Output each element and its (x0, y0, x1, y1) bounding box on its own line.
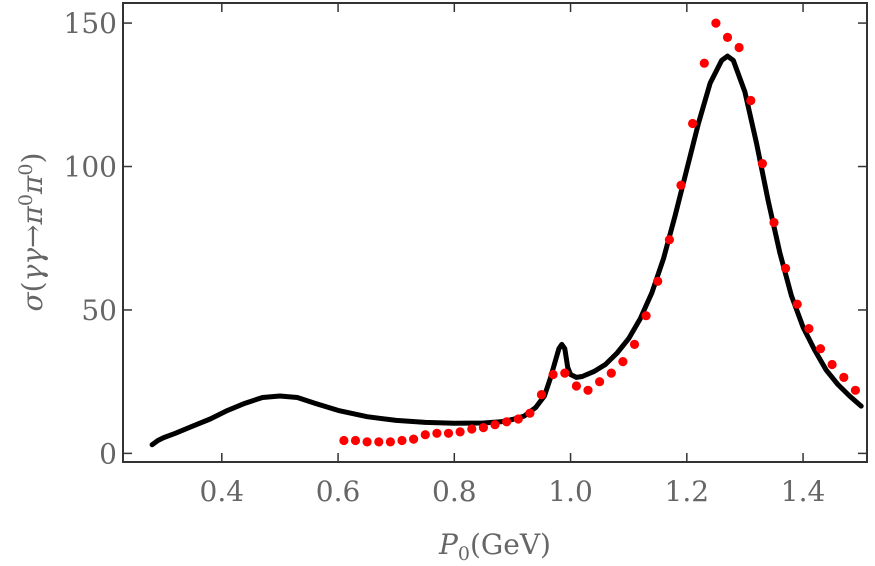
x-tick-label-4: 1.2 (665, 475, 710, 508)
data-point-32 (711, 18, 721, 28)
x-axis-label-subscript: 0 (458, 543, 470, 565)
data-point-13 (490, 420, 500, 430)
data-point-10 (455, 427, 465, 437)
x-tick-label-3: 1.0 (548, 475, 593, 508)
data-point-9 (443, 428, 454, 438)
data-point-23 (606, 368, 616, 378)
data-point-17 (536, 390, 547, 400)
data-point-15 (513, 414, 523, 424)
data-point-22 (595, 377, 605, 387)
data-point-41 (815, 344, 826, 354)
data-point-33 (722, 32, 733, 43)
data-point-11 (467, 424, 477, 434)
data-point-38 (781, 263, 791, 273)
x-axis-label-symbol: P (438, 528, 459, 561)
data-point-35 (746, 95, 756, 106)
y-tick-label-1: 50 (81, 294, 117, 327)
x-tick-label-1: 0.6 (316, 475, 361, 508)
series-group (149, 18, 864, 448)
data-point-5 (397, 435, 407, 446)
data-point-34 (734, 42, 744, 53)
data-point-24 (618, 357, 628, 367)
data-point-2 (362, 437, 372, 447)
y-tick-label-3: 150 (64, 7, 117, 40)
data-point-7 (420, 430, 430, 440)
data-point-44 (850, 385, 861, 395)
theory-curve-line (149, 53, 864, 448)
data-point-39 (792, 299, 802, 309)
data-point-19 (560, 368, 570, 378)
data-point-27 (653, 276, 663, 286)
data-point-25 (629, 339, 640, 349)
data-point-31 (699, 58, 709, 68)
data-point-4 (385, 437, 395, 447)
axis-ticks (123, 3, 867, 462)
data-point-18 (548, 369, 558, 380)
data-point-16 (525, 408, 535, 418)
tick-labels: 0.4 0.6 0.8 1.0 1.2 1.4 0 50 100 150 (64, 7, 826, 508)
data-point-40 (804, 324, 814, 334)
x-tick-label-2: 0.8 (432, 475, 477, 508)
data-point-1 (350, 435, 361, 446)
x-tick-label-5: 1.4 (781, 475, 826, 508)
data-point-30 (688, 118, 698, 129)
data-point-20 (571, 381, 582, 391)
y-tick-label-2: 100 (64, 151, 117, 184)
data-point-36 (757, 159, 768, 169)
data-point-28 (664, 235, 675, 245)
data-point-3 (374, 437, 384, 447)
x-tick-label-0: 0.4 (200, 475, 245, 508)
y-axis-label: σ(γγ→π0π0) (15, 153, 49, 312)
plot-frame (122, 2, 868, 463)
data-point-29 (676, 180, 686, 190)
y-tick-label-0: 0 (99, 437, 117, 470)
data-point-6 (409, 434, 419, 444)
data-point-12 (478, 423, 488, 433)
data-point-26 (641, 311, 651, 321)
data-point-0 (339, 435, 349, 446)
data-point-42 (827, 359, 837, 370)
data-point-14 (502, 417, 512, 427)
x-axis-label-unit: (GeV) (470, 528, 551, 561)
data-point-37 (769, 217, 779, 228)
data-point-43 (839, 372, 849, 382)
x-axis-label: P0(GeV) (438, 528, 551, 565)
data-point-8 (432, 428, 442, 438)
data-point-21 (583, 385, 593, 395)
